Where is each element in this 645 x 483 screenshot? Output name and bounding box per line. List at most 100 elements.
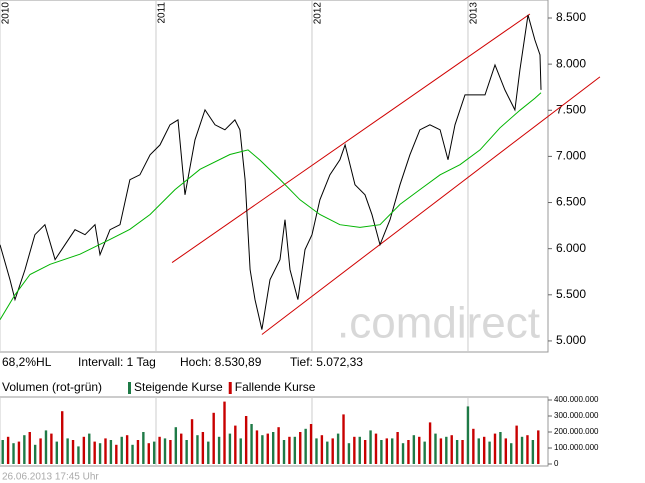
volume-bar (50, 433, 53, 464)
volume-bar (488, 441, 491, 464)
volume-title: Volumen (rot-grün) (2, 380, 102, 394)
volume-bar (185, 440, 188, 464)
volume-bar (82, 436, 86, 464)
volume-bar (28, 432, 31, 464)
volume-bar (88, 433, 91, 464)
volume-bar (493, 433, 497, 464)
volume-bar (115, 444, 118, 464)
volume-bar (6, 436, 10, 464)
volume-bar (17, 441, 21, 464)
timestamp: 26.06.2013 17:45 Uhr (2, 472, 99, 483)
volume-bar (61, 411, 64, 464)
volume-bar (77, 446, 80, 464)
volume-bar (353, 436, 356, 464)
volume-bar (277, 427, 280, 464)
volume-bar (244, 416, 248, 464)
volume-bar (293, 436, 297, 464)
volume-bar (120, 436, 123, 464)
volume-bar (136, 440, 140, 464)
volume-bar (374, 433, 378, 464)
volume-bar (299, 432, 302, 464)
volume-bar (461, 440, 464, 464)
volume-bar (455, 440, 459, 464)
volume-bar (212, 412, 215, 464)
volume-bar (23, 435, 26, 464)
volume-bar (261, 435, 264, 464)
volume-bar (1, 440, 4, 464)
volume-bar (309, 424, 313, 464)
volume-bar (255, 430, 259, 464)
volume-bar (228, 433, 232, 464)
y-tick-label: 7.500 (556, 102, 586, 116)
volume-bar (180, 433, 183, 464)
volume-bar (66, 438, 69, 464)
volume-bar (499, 432, 502, 464)
volume-bar (439, 438, 443, 464)
y-tick-label: 8.000 (556, 56, 586, 70)
volume-bar (201, 432, 205, 464)
volume-bar (174, 427, 178, 464)
volume-bar (412, 435, 416, 464)
y-tick-label: 100.000.000 (554, 443, 599, 452)
y-tick-label: 0 (554, 459, 559, 468)
volume-bar (196, 435, 199, 464)
volume-bar (407, 440, 410, 464)
volume-bar (510, 443, 513, 464)
volume-bar (320, 435, 324, 464)
volume-bar (520, 436, 524, 464)
volume-bar (418, 436, 421, 464)
volume-bar (98, 443, 102, 464)
volume-bar (526, 435, 529, 464)
volume-bar (385, 438, 389, 464)
volume-bar (450, 435, 453, 464)
volume-bar (250, 424, 253, 464)
volume-bar (482, 436, 486, 464)
volume-bar (477, 438, 480, 464)
volume-bar (33, 444, 37, 464)
y-tick-label: 200.000.000 (554, 427, 599, 436)
price-line (0, 92, 542, 320)
x-tick-label: 2010 (1, 2, 12, 25)
volume-bar (44, 430, 48, 464)
y-tick-label: 7.000 (556, 149, 586, 163)
y-tick-label: 8.500 (556, 10, 586, 24)
volume-bar (391, 438, 394, 464)
volume-bar (428, 422, 432, 464)
volume-bar (369, 430, 372, 464)
info-interval: Intervall: 1 Tag (78, 355, 156, 369)
volume-bar (342, 414, 345, 464)
price-frame (0, 0, 549, 353)
trend-line (261, 76, 601, 335)
volume-bar (152, 441, 156, 464)
legend-label: Steigende Kurse (134, 380, 223, 394)
volume-bar (266, 433, 269, 464)
y-tick-label: 6.000 (556, 241, 586, 255)
volume-bar (39, 438, 42, 464)
legend-label: Fallende Kurse (235, 380, 316, 394)
volume-bar (396, 432, 399, 464)
volume-bar (315, 438, 318, 464)
volume-bar (158, 436, 161, 464)
volume-bar (109, 440, 113, 464)
watermark: .comdirect (337, 299, 540, 348)
x-tick-label: 2012 (313, 2, 324, 25)
volume-bar (434, 433, 437, 464)
volume-bar (336, 433, 340, 464)
volume-bar (504, 438, 508, 464)
volume-bar (125, 435, 129, 464)
x-tick-label: 2013 (469, 2, 480, 25)
volume-bar (12, 443, 15, 464)
volume-bar (55, 441, 59, 464)
volume-bar (537, 430, 540, 464)
volume-bar (71, 440, 75, 464)
volume-bar (358, 436, 361, 464)
volume-bar (423, 441, 426, 464)
volume-bar (288, 436, 291, 464)
volume-bar (147, 443, 150, 464)
volume-bar (531, 440, 535, 464)
volume-bar (93, 441, 96, 464)
y-tick-label: 400.000.000 (554, 395, 599, 404)
y-tick-label: 5.500 (556, 287, 586, 301)
